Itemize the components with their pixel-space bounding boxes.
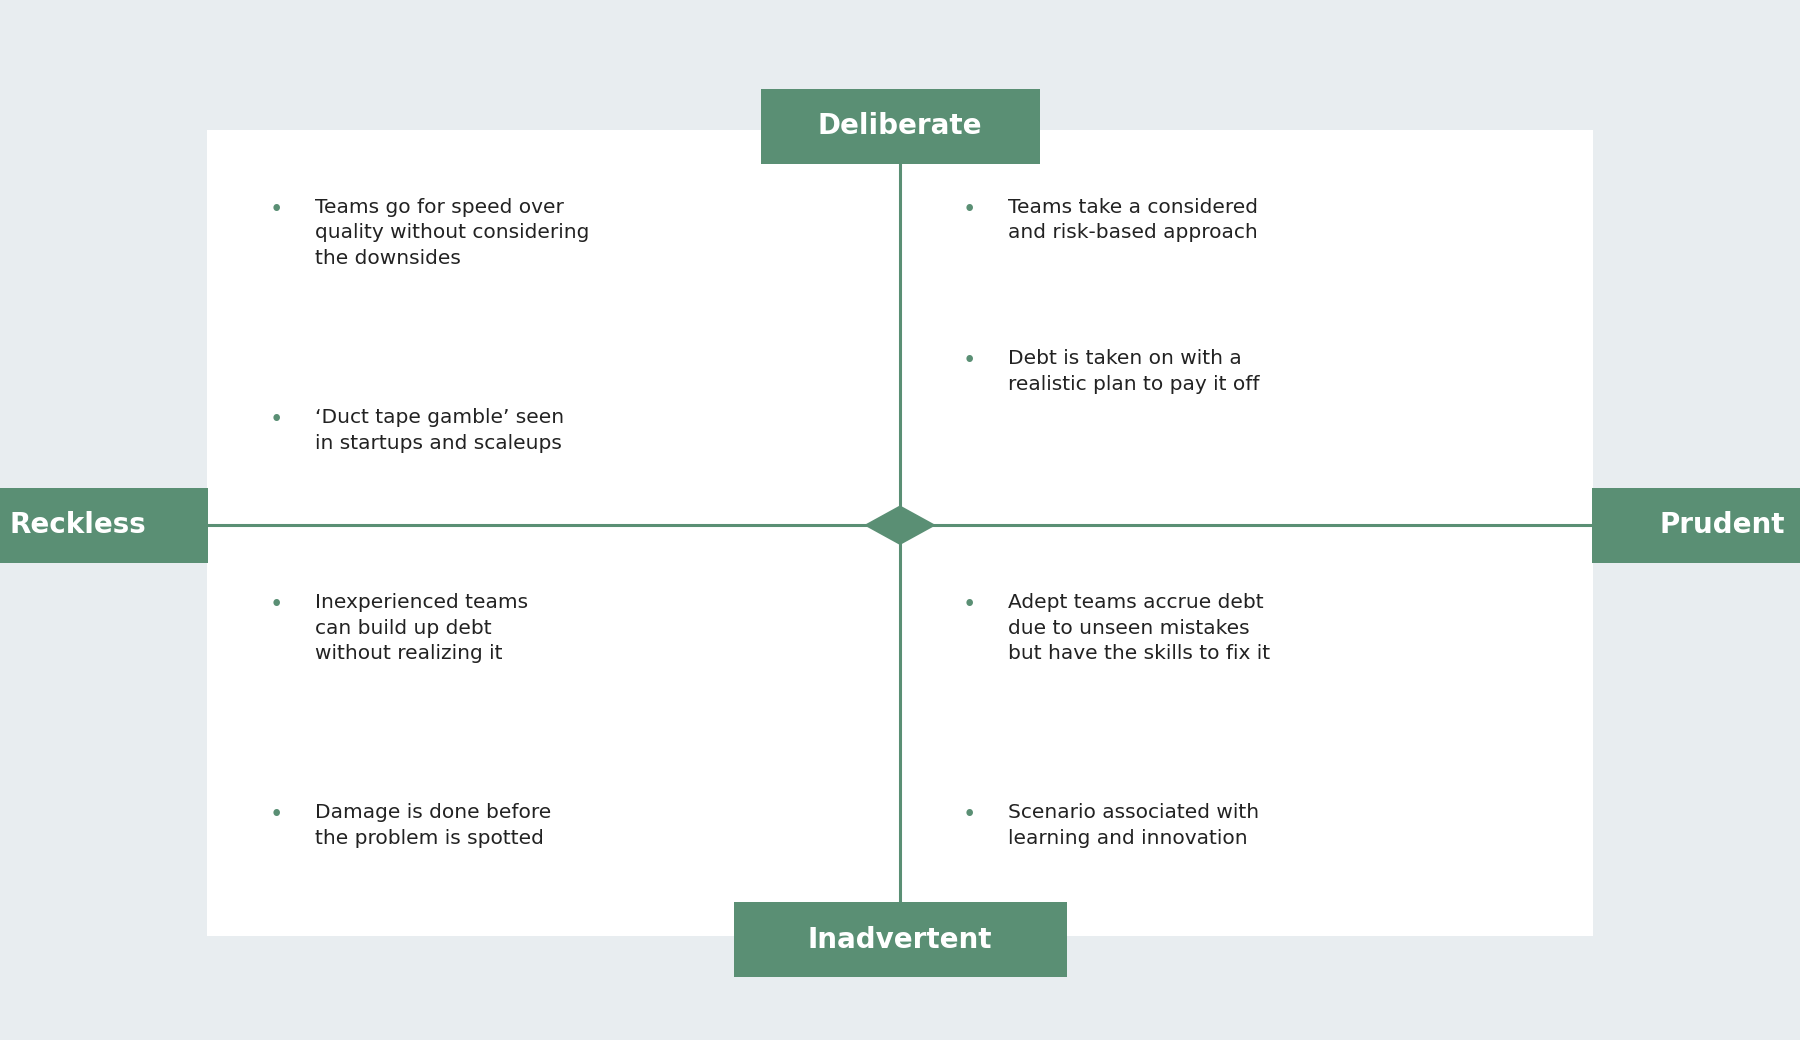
FancyBboxPatch shape [734,903,1066,978]
Text: •: • [963,803,976,826]
FancyBboxPatch shape [207,130,1593,936]
Polygon shape [864,505,936,545]
Text: •: • [963,593,976,616]
FancyBboxPatch shape [0,488,209,563]
Text: •: • [963,198,976,220]
Text: •: • [270,408,283,431]
Text: Reckless: Reckless [9,512,146,539]
Text: Debt is taken on with a
realistic plan to pay it off: Debt is taken on with a realistic plan t… [1008,348,1260,393]
Text: Adept teams accrue debt
due to unseen mistakes
but have the skills to fix it: Adept teams accrue debt due to unseen mi… [1008,593,1271,664]
FancyBboxPatch shape [1591,488,1800,563]
Text: Damage is done before
the problem is spotted: Damage is done before the problem is spo… [315,803,551,848]
Text: Teams go for speed over
quality without considering
the downsides: Teams go for speed over quality without … [315,198,589,268]
Text: Prudent: Prudent [1660,512,1786,539]
Text: Inexperienced teams
can build up debt
without realizing it: Inexperienced teams can build up debt wi… [315,593,527,664]
Text: Inadvertent: Inadvertent [808,926,992,954]
Text: •: • [270,803,283,826]
Text: Scenario associated with
learning and innovation: Scenario associated with learning and in… [1008,803,1260,848]
FancyBboxPatch shape [760,88,1040,163]
Text: •: • [270,593,283,616]
Text: •: • [963,348,976,371]
Text: Deliberate: Deliberate [817,112,983,140]
Text: ‘Duct tape gamble’ seen
in startups and scaleups: ‘Duct tape gamble’ seen in startups and … [315,408,563,452]
Text: Teams take a considered
and risk-based approach: Teams take a considered and risk-based a… [1008,198,1258,242]
Text: •: • [270,198,283,220]
